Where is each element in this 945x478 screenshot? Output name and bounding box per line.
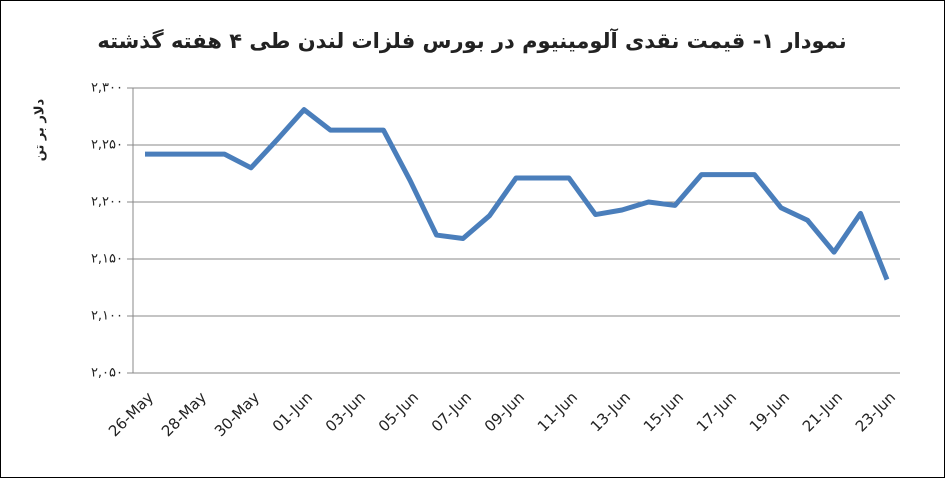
y-tick-label: ۲,۲۵۰ — [91, 138, 123, 153]
y-tick-label: ۲,۲۰۰ — [91, 195, 123, 210]
data-line — [145, 107, 890, 281]
y-axis-label: دلار بر تن — [33, 98, 48, 161]
y-tick-label: ۲,۱۵۰ — [91, 252, 123, 267]
y-tick-label: ۲,۰۵۰ — [91, 366, 123, 381]
chart-title: نمودار ۱- قیمت نقدی آلومینیوم در بورس فل… — [97, 28, 846, 53]
y-tick-label: ۲,۳۰۰ — [91, 81, 123, 96]
y-tick-label: ۲,۱۰۰ — [91, 309, 123, 324]
